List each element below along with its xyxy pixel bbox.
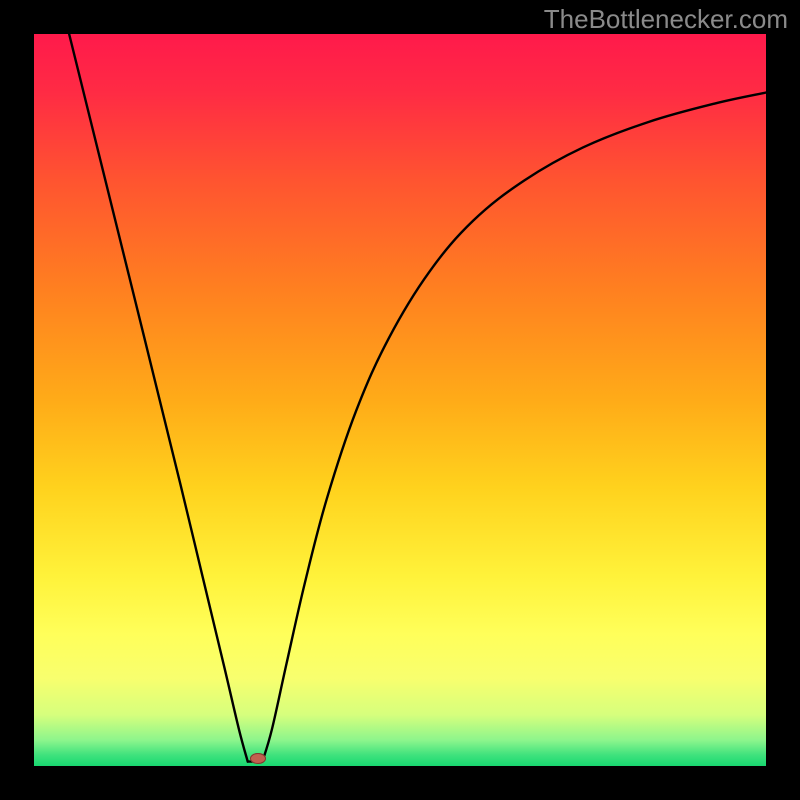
plot-area (34, 34, 766, 766)
watermark-text: TheBottlenecker.com (544, 4, 788, 35)
curve-right-branch (262, 93, 766, 762)
bottleneck-curve (34, 34, 766, 766)
curve-left-branch (69, 34, 248, 762)
